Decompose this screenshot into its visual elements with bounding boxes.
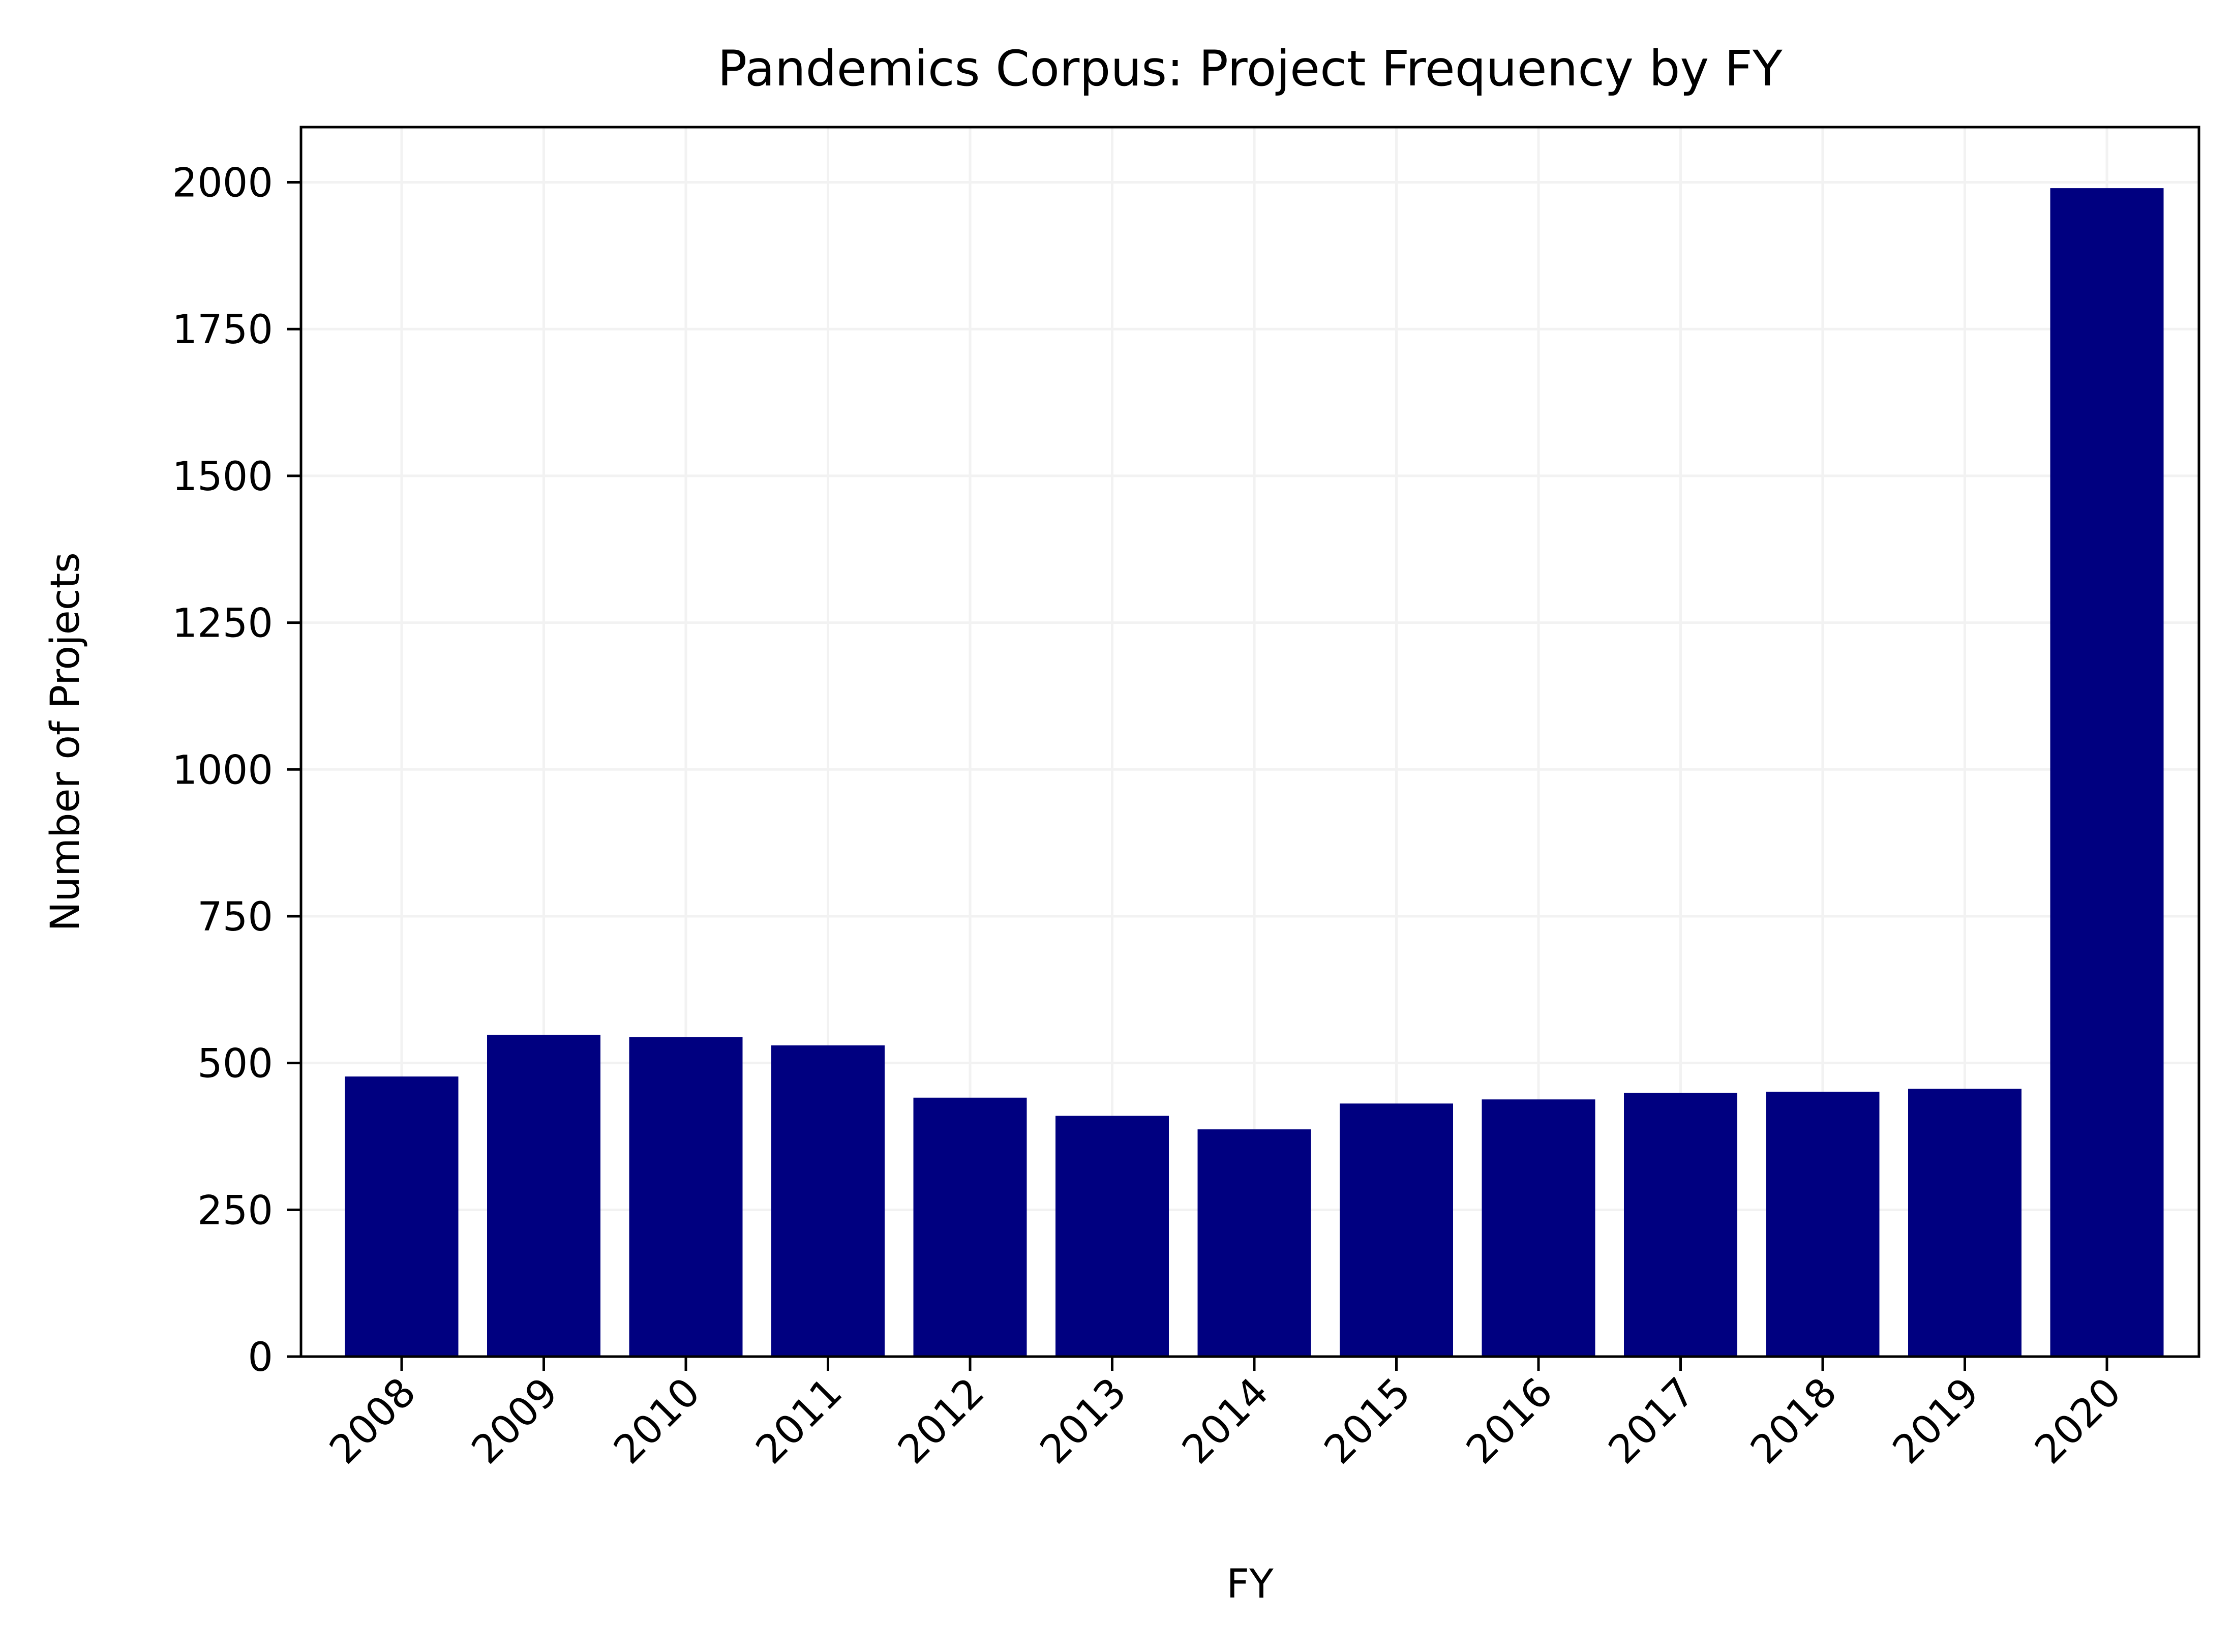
bar-2018 (1766, 1092, 1880, 1357)
y-tick-label: 1000 (172, 747, 273, 793)
bar-2013 (1055, 1116, 1169, 1357)
plot-frame (299, 126, 2200, 1358)
bar-2015 (1340, 1103, 1453, 1357)
bar-2012 (913, 1097, 1027, 1357)
y-tick-label: 500 (197, 1041, 273, 1087)
x-axis-label: FY (1226, 1561, 1274, 1607)
bar-2008 (345, 1076, 459, 1357)
y-tick-label: 750 (197, 894, 273, 940)
bar-2014 (1197, 1129, 1311, 1357)
y-tick-label: 0 (248, 1335, 273, 1380)
bars (345, 188, 2164, 1357)
bar-2011 (771, 1045, 885, 1357)
y-axis-label: Number of Projects (43, 552, 88, 932)
bar-2009 (487, 1035, 600, 1357)
bar-2010 (629, 1037, 743, 1357)
bar-2016 (1482, 1099, 1595, 1357)
chart-title: Pandemics Corpus: Project Frequency by F… (717, 40, 1783, 97)
bar-2019 (1908, 1089, 2021, 1357)
y-tick-label: 1750 (172, 307, 273, 353)
y-tick-label: 1500 (172, 454, 273, 500)
y-tick-label: 2000 (172, 161, 273, 206)
y-tick-label: 1250 (172, 601, 273, 647)
bar-2017 (1624, 1093, 1737, 1357)
y-tick-label: 250 (197, 1188, 273, 1234)
y-axis: 0 250 500 750 1000 1250 1500 1750 2000 (172, 161, 301, 1380)
bar-2020 (2050, 188, 2164, 1357)
